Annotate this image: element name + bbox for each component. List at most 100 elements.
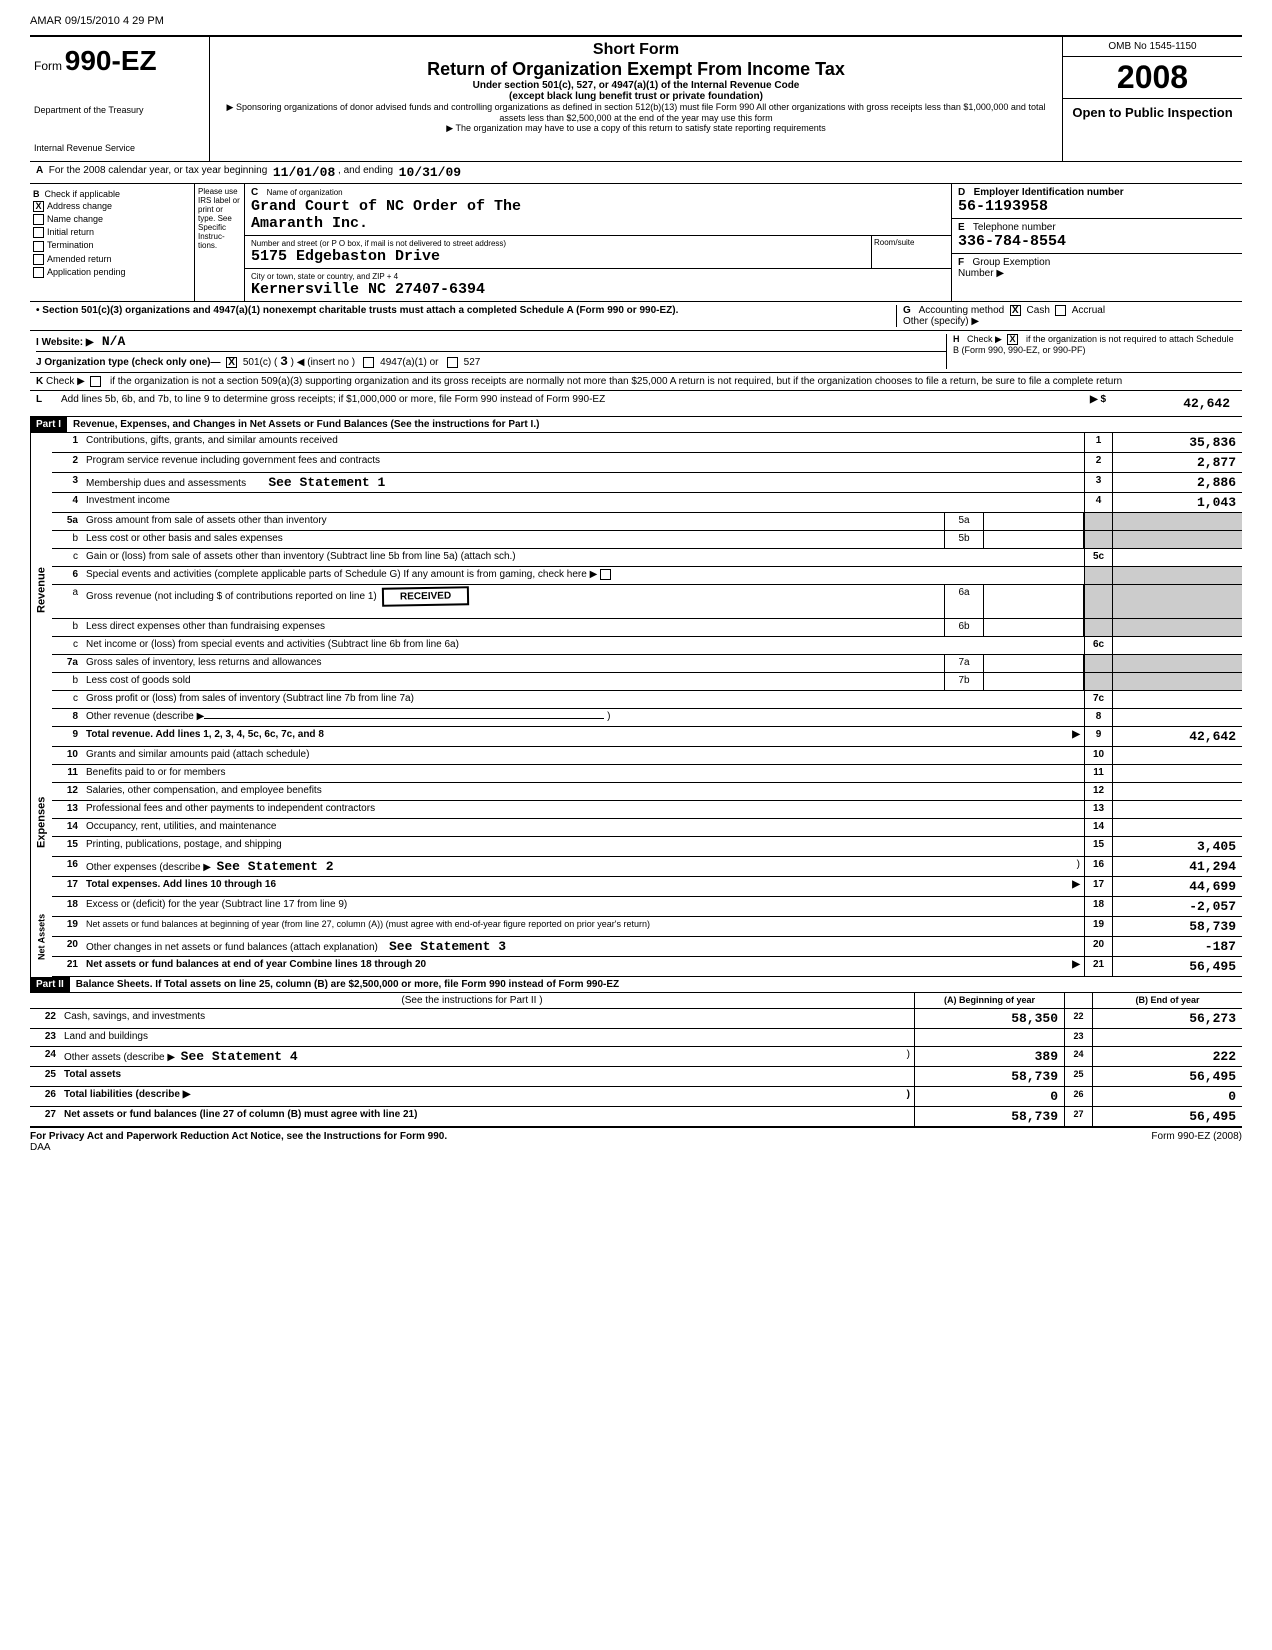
checkbox-address[interactable]: X	[33, 201, 44, 212]
subtitle2: (except black lung benefit trust or priv…	[214, 91, 1058, 102]
h-check: Check ▶	[967, 334, 1002, 344]
l3-desc: Membership dues and assessments See Stat…	[82, 473, 1084, 492]
ein-value: 56-1193958	[958, 198, 1236, 215]
street-address: 5175 Edgebaston Drive	[251, 248, 865, 265]
l6c-desc: Net income or (loss) from special events…	[82, 637, 1084, 654]
l1-num: 1	[52, 433, 82, 452]
l2-num: 2	[52, 453, 82, 472]
4947-label: 4947(a)(1) or	[380, 357, 438, 368]
l27-a: 58,739	[914, 1107, 1064, 1126]
section-501-row: • Section 501(c)(3) organizations and 49…	[30, 302, 1242, 331]
l18-amt: -2,057	[1112, 897, 1242, 916]
l6a-desc: Gross revenue (not including $ of contri…	[82, 585, 944, 618]
checkbox-accrual[interactable]	[1055, 305, 1066, 316]
form-number: 990-EZ	[65, 45, 157, 76]
l1-amt: 35,836	[1112, 433, 1242, 452]
name-label: Name of organization	[267, 188, 343, 197]
tax-year: 2008	[1063, 57, 1242, 99]
checkbox-527[interactable]	[447, 357, 458, 368]
omb-number: OMB No 1545-1150	[1063, 37, 1242, 57]
l4-amt: 1,043	[1112, 493, 1242, 512]
org-name-1: Grand Court of NC Order of The	[251, 198, 945, 215]
subtitle1: Under section 501(c), 527, or 4947(a)(1)…	[214, 80, 1058, 91]
l16-amt: 41,294	[1112, 857, 1242, 876]
checkbox-name[interactable]	[33, 214, 44, 225]
l24-box: 24	[1064, 1047, 1092, 1066]
addr-label: Number and street (or P O box, if mail i…	[251, 239, 865, 248]
short-form-label: Short Form	[214, 41, 1058, 59]
checkbox-cash[interactable]: X	[1010, 305, 1021, 316]
l25-desc: Total assets	[60, 1067, 914, 1086]
l21-box: 21	[1084, 957, 1112, 976]
l-arrow: ▶ $	[1090, 394, 1106, 413]
l10-box: 10	[1084, 747, 1112, 764]
l24-stmt: See Statement 4	[181, 1049, 298, 1064]
part1-header: Part I Revenue, Expenses, and Changes in…	[30, 417, 1242, 433]
l24-desc: Other assets (describe ▶ See Statement 4…	[60, 1047, 914, 1066]
l16-desc: Other expenses (describe ▶ See Statement…	[82, 857, 1084, 876]
l14-num: 14	[52, 819, 82, 836]
checkbox-term[interactable]	[33, 241, 44, 252]
l7b-num: b	[52, 673, 82, 690]
checkbox-h[interactable]: X	[1007, 334, 1018, 345]
l6a-ibox: 6a	[944, 585, 984, 618]
l7a-ibox: 7a	[944, 655, 984, 672]
l27-desc: Net assets or fund balances (line 27 of …	[60, 1107, 914, 1126]
l19-desc: Net assets or fund balances at beginning…	[82, 917, 1084, 936]
l4-desc: Investment income	[82, 493, 1084, 512]
footer: For Privacy Act and Paperwork Reduction …	[30, 1128, 1242, 1142]
phone-label: Telephone number	[973, 222, 1056, 233]
l26-num: 26	[30, 1087, 60, 1106]
l5a-num: 5a	[52, 513, 82, 530]
l5c-num: c	[52, 549, 82, 566]
part2-label: Part II	[30, 977, 70, 992]
l22-box: 22	[1064, 1009, 1092, 1028]
l7c-desc: Gross profit or (loss) from sales of inv…	[82, 691, 1084, 708]
l25-a: 58,739	[914, 1067, 1064, 1086]
l20-box: 20	[1084, 937, 1112, 956]
checkbox-amended[interactable]	[33, 254, 44, 265]
l13-box: 13	[1084, 801, 1112, 818]
checkbox-501c[interactable]: X	[226, 357, 237, 368]
l16-num: 16	[52, 857, 82, 876]
l14-desc: Occupancy, rent, utilities, and maintena…	[82, 819, 1084, 836]
website-value: N/A	[102, 334, 125, 349]
l8-box: 8	[1084, 709, 1112, 726]
checkbox-4947[interactable]	[363, 357, 374, 368]
phone-value: 336-784-8554	[958, 233, 1236, 250]
checkbox-initial[interactable]	[33, 227, 44, 238]
l-value: 42,642	[1106, 394, 1236, 413]
open-public: Open to Public Inspection	[1063, 99, 1242, 126]
l22-num: 22	[30, 1009, 60, 1028]
checkbox-k[interactable]	[90, 376, 101, 387]
sponsor-note: ▶ Sponsoring organizations of donor advi…	[214, 102, 1058, 123]
line-a: A For the 2008 calendar year, or tax yea…	[30, 162, 1242, 184]
return-title: Return of Organization Exempt From Incom…	[214, 59, 1058, 80]
part1-title: Revenue, Expenses, and Changes in Net As…	[67, 417, 1242, 432]
group-label: Group Exemption	[972, 257, 1050, 268]
l17-num: 17	[52, 877, 82, 896]
gaming-checkbox[interactable]	[600, 569, 611, 580]
l16-box: 16	[1084, 857, 1112, 876]
dept-treasury: Department of the Treasury	[34, 105, 205, 115]
l6-desc: Special events and activities (complete …	[82, 567, 1084, 584]
l12-desc: Salaries, other compensation, and employ…	[82, 783, 1084, 800]
label-c: C	[251, 187, 258, 198]
l20-amt: -187	[1112, 937, 1242, 956]
527-label: 527	[464, 357, 481, 368]
l24-a: 389	[914, 1047, 1064, 1066]
l15-num: 15	[52, 837, 82, 856]
l17-amt: 44,699	[1112, 877, 1242, 896]
col-def: D Employer Identification number 56-1193…	[952, 184, 1242, 301]
timestamp: AMAR 09/15/2010 4 29 PM	[30, 15, 1242, 27]
l4-num: 4	[52, 493, 82, 512]
l5c-desc: Gain or (loss) from sale of assets other…	[82, 549, 1084, 566]
revenue-section: Revenue 1Contributions, gifts, grants, a…	[30, 433, 1242, 747]
l17-box: 17	[1084, 877, 1112, 896]
l21-desc: Net assets or fund balances at end of ye…	[82, 957, 1084, 976]
l21-amt: 56,495	[1112, 957, 1242, 976]
l8-desc: Other revenue (describe ▶ )	[82, 709, 1084, 726]
other-specify: Other (specify) ▶	[903, 316, 1236, 327]
l25-num: 25	[30, 1067, 60, 1086]
checkbox-pending[interactable]	[33, 267, 44, 278]
